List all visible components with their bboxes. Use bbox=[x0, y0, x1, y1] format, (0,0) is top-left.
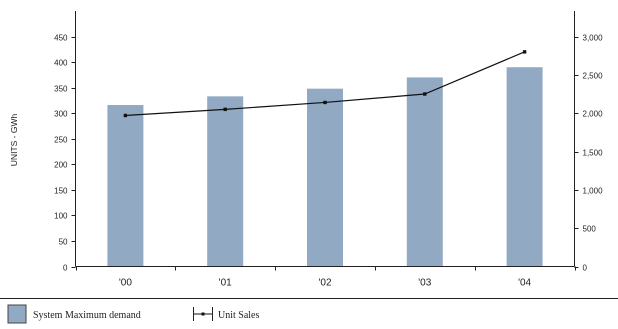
left-tick-label: 200 bbox=[54, 161, 68, 170]
bar-2 bbox=[207, 96, 244, 267]
unit-sales-point-4 bbox=[423, 92, 427, 96]
right-y-axis-ticks: 0 500 1,000 1,500 2,000 2,500 3,000 bbox=[574, 34, 604, 273]
right-tick-label: 2,500 bbox=[583, 72, 604, 81]
legend-label-unit-sales: Unit Sales bbox=[218, 310, 259, 321]
left-tick-label: 50 bbox=[59, 238, 68, 247]
x-tick-label: '01 bbox=[219, 278, 232, 289]
x-tick-label: '00 bbox=[119, 278, 132, 289]
bar-series-system-maximum-demand bbox=[107, 67, 543, 267]
right-tick-label: 3,000 bbox=[583, 34, 604, 43]
legend-swatch-system-maximum-demand bbox=[7, 304, 27, 324]
axes bbox=[75, 11, 575, 267]
left-tick-label: 450 bbox=[54, 34, 68, 43]
right-tick-label: 0 bbox=[583, 264, 588, 273]
legend-marker-unit-sales bbox=[201, 312, 205, 316]
right-tick-label: 2,000 bbox=[583, 110, 604, 119]
x-axis-ticks: '00 '01 '02 '03 '04 bbox=[76, 266, 576, 289]
y-axis-label: UNITS - GWh bbox=[9, 114, 19, 167]
bar-4 bbox=[406, 77, 443, 267]
left-tick-label: 150 bbox=[54, 187, 68, 196]
left-y-axis-ticks: 0 50 100 150 200 250 300 350 400 450 bbox=[54, 34, 76, 273]
left-tick-label: 100 bbox=[54, 212, 68, 221]
right-tick-label: 1,500 bbox=[583, 149, 604, 158]
left-tick-label: 250 bbox=[54, 136, 68, 145]
right-tick-label: 500 bbox=[583, 225, 597, 234]
x-tick-label: '03 bbox=[418, 278, 431, 289]
legend: System Maximum demand Unit Sales bbox=[7, 304, 259, 324]
unit-sales-point-5 bbox=[522, 50, 527, 54]
unit-sales-point-2 bbox=[223, 107, 227, 112]
left-tick-label: 350 bbox=[54, 85, 68, 94]
left-tick-label: 0 bbox=[63, 264, 68, 273]
right-tick-label: 1,000 bbox=[583, 187, 604, 196]
bar-5 bbox=[506, 67, 543, 267]
legend-label-system-maximum-demand: System Maximum demand bbox=[33, 310, 141, 321]
left-tick-label: 300 bbox=[54, 110, 68, 119]
left-tick-label: 400 bbox=[54, 59, 68, 68]
line-series-unit-sales bbox=[123, 50, 527, 118]
bar-1 bbox=[107, 105, 144, 267]
x-tick-label: '02 bbox=[318, 278, 331, 289]
unit-sales-point-1 bbox=[123, 113, 128, 118]
unit-sales-point-3 bbox=[323, 100, 327, 105]
bar-3 bbox=[307, 88, 343, 267]
x-tick-label: '04 bbox=[518, 278, 531, 289]
